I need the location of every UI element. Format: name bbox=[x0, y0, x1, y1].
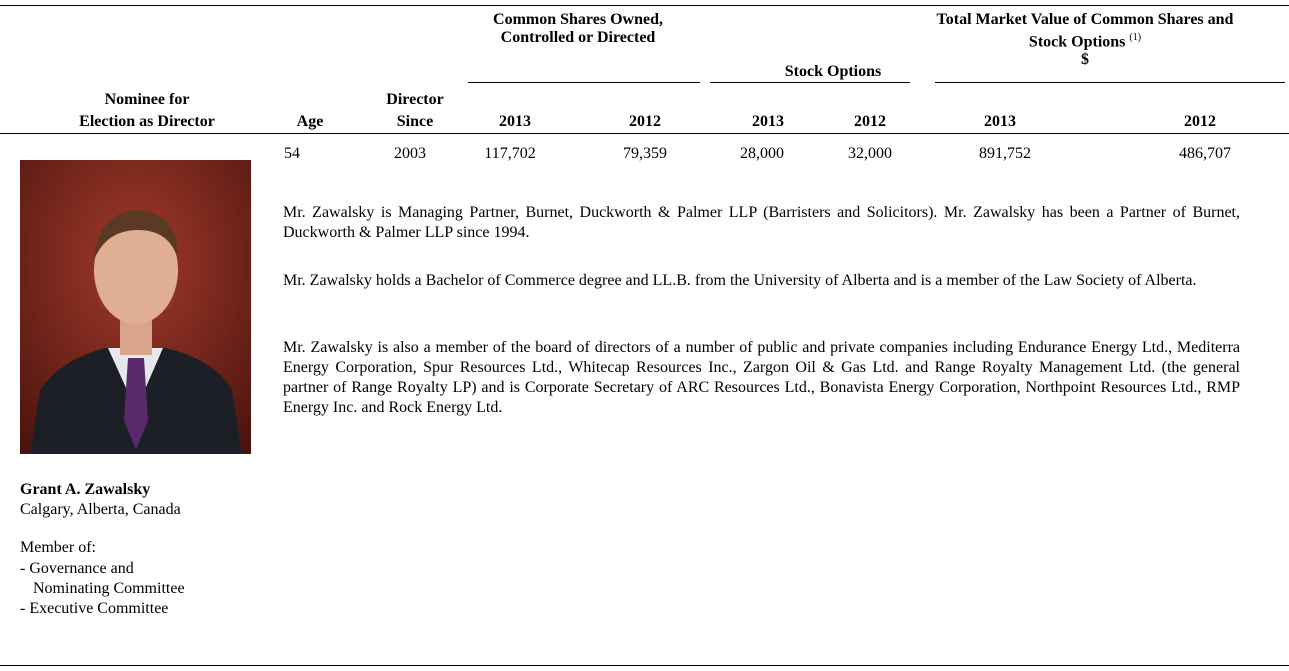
cell: 54 bbox=[284, 145, 300, 162]
group-rule bbox=[935, 82, 1285, 83]
cell: 891,752 bbox=[979, 145, 1031, 162]
cell: 486,707 bbox=[1179, 145, 1231, 162]
committee: - Executive Committee bbox=[20, 600, 169, 617]
nominee-name: Grant A. Zawalsky bbox=[20, 481, 151, 498]
group-header: Stock Options bbox=[784, 63, 882, 80]
group-header: Common Shares Owned, Controlled or Direc… bbox=[493, 11, 663, 46]
column-header: Nominee for bbox=[104, 91, 190, 108]
member-of: Member of: bbox=[20, 539, 96, 556]
portrait bbox=[20, 160, 251, 454]
group-rule bbox=[710, 82, 910, 83]
top-rule bbox=[0, 5, 1289, 6]
header-rule bbox=[0, 133, 1289, 134]
bottom-rule bbox=[0, 665, 1289, 666]
nominee-location: Calgary, Alberta, Canada bbox=[20, 501, 181, 518]
column-header: 2013 bbox=[984, 113, 1016, 130]
cell: 28,000 bbox=[740, 145, 784, 162]
column-header: 2013 bbox=[499, 113, 531, 130]
paragraph: Mr. Zawalsky holds a Bachelor of Commerc… bbox=[283, 272, 1197, 289]
group-header: Total Market Value of Common Shares and … bbox=[935, 11, 1235, 69]
group-header-text: Total Market Value of Common Shares and … bbox=[936, 11, 1234, 51]
column-header: Since bbox=[396, 113, 434, 130]
unit: $ bbox=[1081, 51, 1089, 69]
column-header: 2013 bbox=[752, 113, 784, 130]
cell: 32,000 bbox=[848, 145, 892, 162]
column-header: Age bbox=[296, 113, 324, 130]
footnote-ref: (1) bbox=[1129, 32, 1142, 43]
column-header: 2012 bbox=[854, 113, 886, 130]
group-rule bbox=[468, 82, 700, 83]
cell: 79,359 bbox=[623, 145, 667, 162]
committee: Nominating Committee bbox=[33, 580, 185, 597]
column-header: 2012 bbox=[1184, 113, 1216, 130]
cell: 117,702 bbox=[484, 145, 536, 162]
column-header: 2012 bbox=[629, 113, 661, 130]
column-header: Director bbox=[386, 91, 444, 108]
cell: 2003 bbox=[394, 145, 426, 162]
paragraph: Mr. Zawalsky is Managing Partner, Burnet… bbox=[283, 204, 1240, 241]
paragraph: Mr. Zawalsky is also a member of the boa… bbox=[283, 339, 1240, 416]
column-header: Election as Director bbox=[79, 113, 215, 130]
committee: - Governance and bbox=[20, 560, 134, 577]
